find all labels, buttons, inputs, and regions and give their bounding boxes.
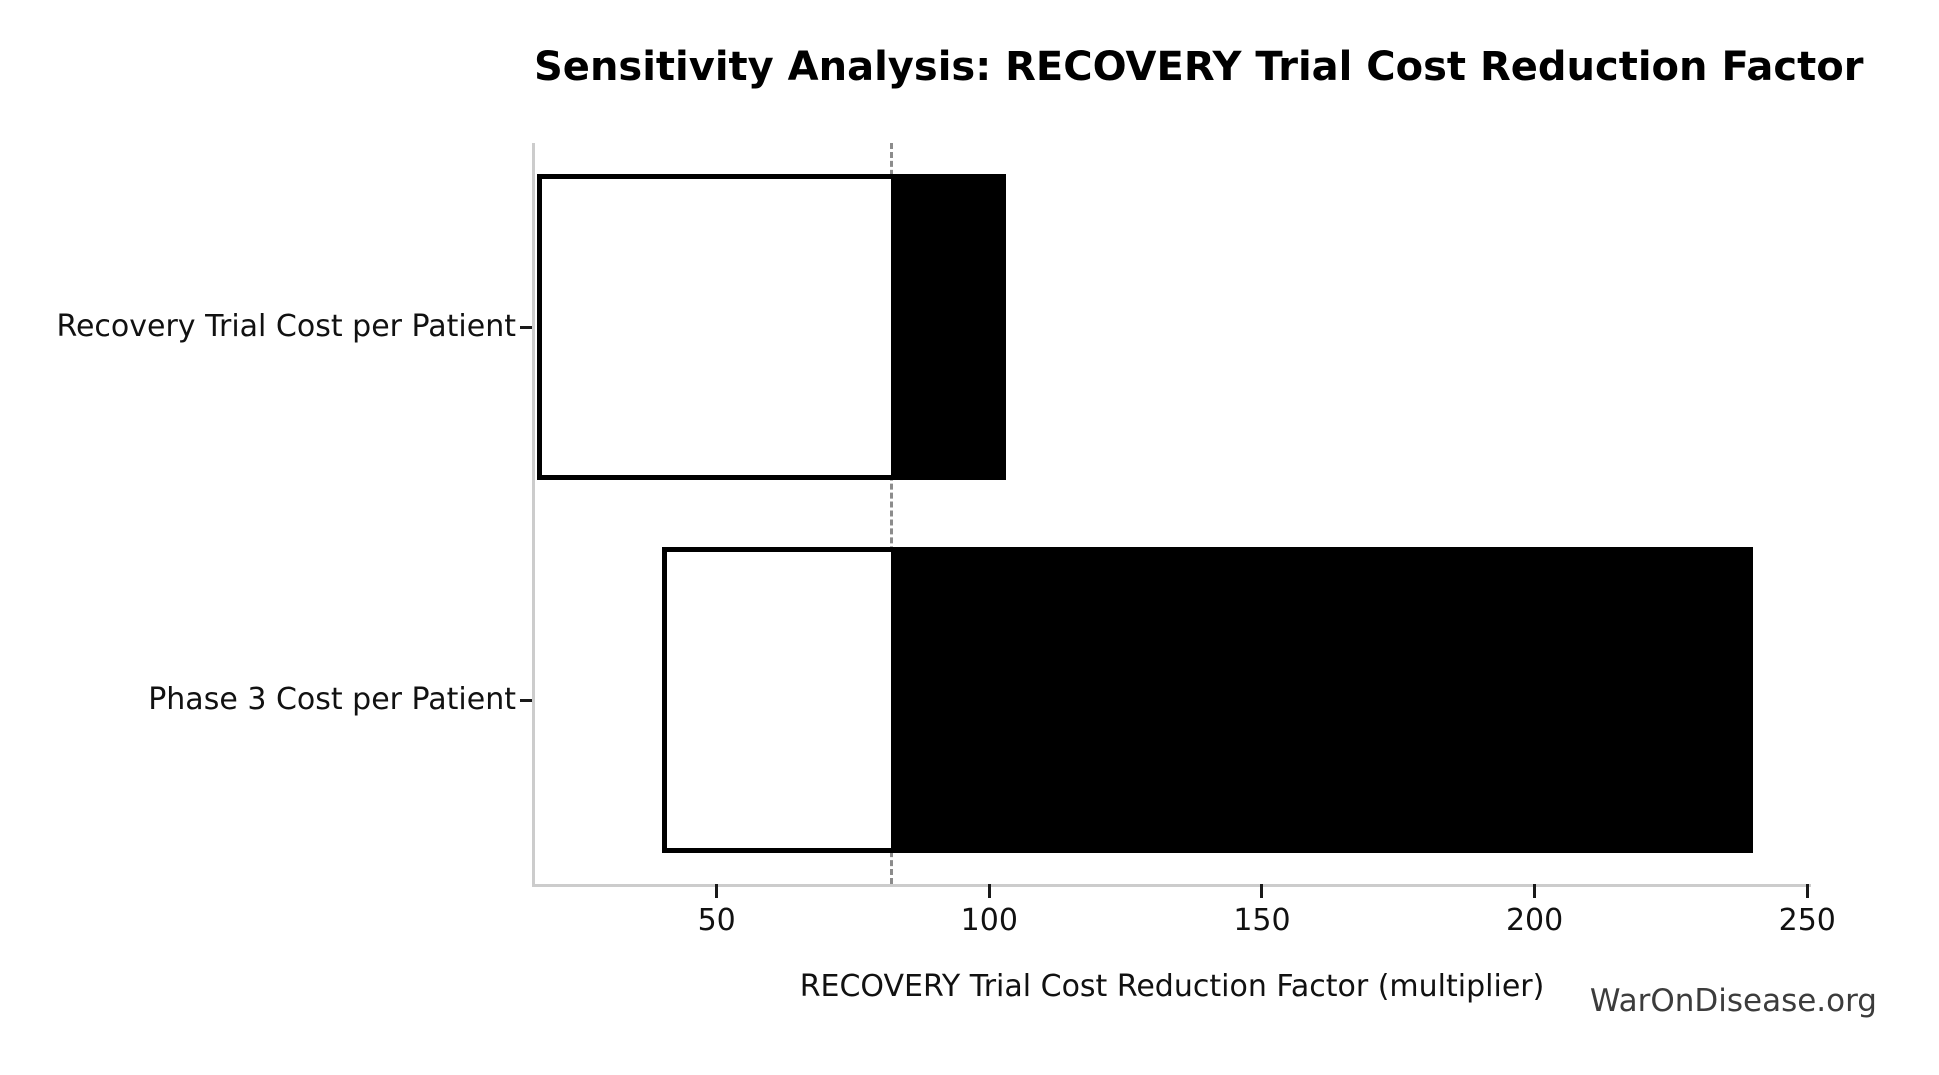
- x-tick-label-3: 200: [1505, 903, 1564, 938]
- x-tick-label-4: 250: [1778, 903, 1836, 938]
- baseline-dashed-line: [889, 143, 893, 884]
- x-tick-3: [1533, 884, 1537, 898]
- x-tick-label-0: 50: [697, 903, 736, 938]
- x-axis-title: RECOVERY Trial Cost Reduction Factor (mu…: [799, 969, 1545, 1004]
- x-tick-label-1: 100: [960, 903, 1018, 938]
- plot-area: 50 100 150 200 250: [520, 143, 1836, 938]
- watermark-text: WarOnDisease.org: [1589, 983, 1877, 1019]
- y-tick-0: [520, 325, 532, 329]
- y-tick-label-1: Phase 3 Cost per Patient: [148, 682, 516, 717]
- bar-high-segment-1: [891, 547, 1753, 853]
- x-tick-label-2: 150: [1233, 903, 1291, 938]
- x-tick-0: [715, 884, 719, 898]
- bar-high-segment-0: [891, 174, 1006, 480]
- x-tick-1: [987, 884, 991, 898]
- x-axis-spine: [532, 884, 1811, 887]
- chart-title: Sensitivity Analysis: RECOVERY Trial Cos…: [534, 44, 1864, 90]
- x-tick-2: [1260, 884, 1264, 898]
- y-axis-spine: [532, 143, 535, 887]
- y-tick-1: [520, 698, 532, 702]
- y-tick-label-0: Recovery Trial Cost per Patient: [56, 309, 516, 344]
- x-tick-4: [1805, 884, 1809, 898]
